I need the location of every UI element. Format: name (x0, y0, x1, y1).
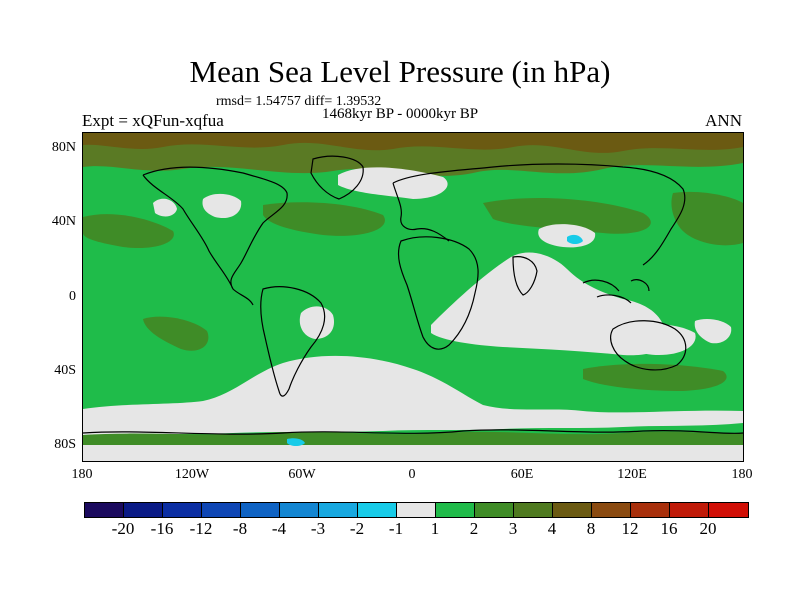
southeast-asia-islands (582, 279, 650, 304)
lon-label-0: 0 (408, 467, 416, 482)
colorbar-label: 20 (699, 519, 717, 538)
colorbar-swatch (280, 503, 319, 517)
lon-label-180e: 180 (731, 467, 753, 482)
experiment-label: Expt = xQFun-xqfua (82, 111, 224, 130)
lon-label-120e: 120E (617, 467, 647, 482)
australia-coast (610, 320, 687, 371)
colorbar-label: -12 (189, 519, 213, 538)
colorbar-swatch (397, 503, 436, 517)
north-america-coast (142, 166, 288, 306)
asia-olive-belt (483, 198, 651, 234)
west-pacific-olive-belt (671, 191, 743, 246)
colorbar-swatch (241, 503, 280, 517)
tibet-cyan-core (567, 234, 583, 244)
stats-text: rmsd= 1.54757 diff= 1.39532 (216, 94, 382, 109)
season-label: ANN (705, 111, 742, 130)
colorbar-label: 1 (430, 519, 440, 538)
north-pacific-olive-belt (83, 214, 174, 249)
colorbar-swatch (85, 503, 124, 517)
colorbar-swatch (553, 503, 592, 517)
sw-pacific-white-dots (694, 319, 732, 344)
colorbar-swatch (631, 503, 670, 517)
colorbar-label: -20 (111, 519, 135, 538)
colorbar-swatch (592, 503, 631, 517)
colorbar-swatch (163, 503, 202, 517)
map-panel (82, 132, 744, 462)
colorbar-label: 16 (660, 519, 678, 538)
colorbar-label: -1 (388, 519, 404, 538)
period-text: 1468kyr BP - 0000kyr BP (322, 106, 479, 122)
australia-east-white (623, 324, 696, 355)
southern-olive-blob-pacific (143, 316, 209, 351)
north-pacific-white-patch (153, 198, 177, 217)
north-atlantic-olive-belt (263, 202, 385, 236)
antarctic-white-band (83, 445, 743, 461)
lat-label-80s: 80S (54, 437, 76, 452)
southern-olive-belt-indian (583, 363, 727, 391)
antarctica-coast (83, 429, 743, 435)
colorbar-swatch (358, 503, 397, 517)
colorbar-swatch (202, 503, 241, 517)
south-atlantic-white-patch (299, 306, 335, 339)
colorbar-label: 12 (621, 519, 639, 538)
lon-label-60w: 60W (288, 467, 316, 482)
lat-label-80n: 80N (51, 140, 76, 155)
colorbar-swatch (514, 503, 553, 517)
lon-label-60e: 60E (510, 467, 534, 482)
colorbar-swatch (124, 503, 163, 517)
colorbar-label: -2 (349, 519, 365, 538)
lat-label-40n: 40N (51, 214, 76, 229)
greenland-coast (310, 155, 364, 200)
lon-label-180w: 180 (71, 467, 93, 482)
antarctic-cyan-spot (287, 438, 305, 446)
colorbar-label: -3 (310, 519, 326, 538)
lon-label-120w: 120W (174, 467, 210, 482)
lat-label-40s: 40S (54, 363, 76, 378)
colorbar-label: -16 (150, 519, 174, 538)
greenland-white-patch (202, 193, 242, 219)
antarctic-olive-band (83, 431, 743, 445)
indian-ocean-white-area (431, 252, 667, 356)
lat-label-0: 0 (69, 289, 76, 304)
map-svg (83, 133, 743, 461)
colorbar-swatch (475, 503, 514, 517)
europe-asia-coast (392, 163, 686, 266)
coastlines (83, 155, 743, 435)
colorbar-swatch (709, 503, 748, 517)
southern-white-band (83, 355, 743, 435)
arctic-brown-band (83, 133, 743, 153)
colorbar-label: 8 (586, 519, 596, 538)
africa-coast (397, 236, 479, 350)
map-title: Mean Sea Level Pressure (in hPa) (189, 54, 611, 89)
colorbar-label: 2 (469, 519, 479, 538)
colorbar-swatch (436, 503, 475, 517)
colorbar-label: -8 (232, 519, 248, 538)
colorbar-label: 4 (547, 519, 557, 538)
colorbar-label: -4 (271, 519, 287, 538)
india-coast (512, 256, 538, 296)
colorbar-label: 3 (508, 519, 518, 538)
south-america-coast (260, 286, 326, 397)
colorbar (84, 502, 749, 518)
colorbar-swatch (319, 503, 358, 517)
colorbar-swatch (670, 503, 709, 517)
